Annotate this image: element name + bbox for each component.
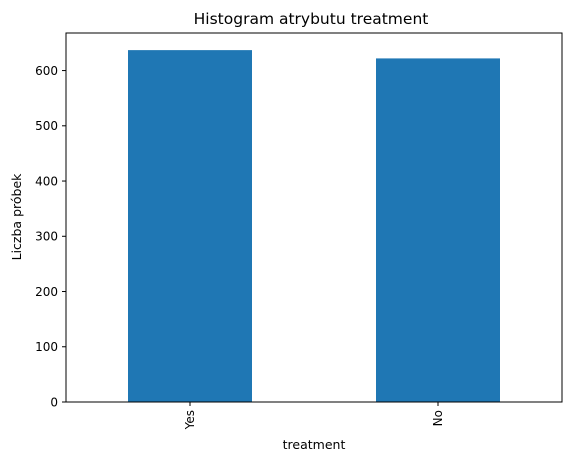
- y-axis-label: Liczba próbek: [9, 173, 24, 261]
- bar-yes: [128, 50, 252, 403]
- x-axis-label: treatment: [283, 437, 346, 452]
- x-tick-label-no: No: [431, 410, 445, 426]
- y-tick-label: 400: [35, 174, 58, 188]
- y-tick-label: 100: [35, 340, 58, 354]
- y-tick-label: 500: [35, 119, 58, 133]
- bars-group: [128, 50, 500, 403]
- y-tick-label: 300: [35, 230, 58, 244]
- y-tick-label: 0: [50, 395, 58, 409]
- y-axis-ticks: 0 100 200 300 400 500 600: [35, 64, 66, 409]
- plot-area-frame: [65, 32, 563, 403]
- x-axis-ticks: Yes No: [183, 402, 445, 430]
- bar-no: [376, 58, 500, 402]
- chart-title: Histogram atrybutu treatment: [194, 10, 429, 28]
- x-tick-label-yes: Yes: [183, 410, 197, 430]
- y-tick-label: 600: [35, 64, 58, 78]
- y-tick-label: 200: [35, 285, 58, 299]
